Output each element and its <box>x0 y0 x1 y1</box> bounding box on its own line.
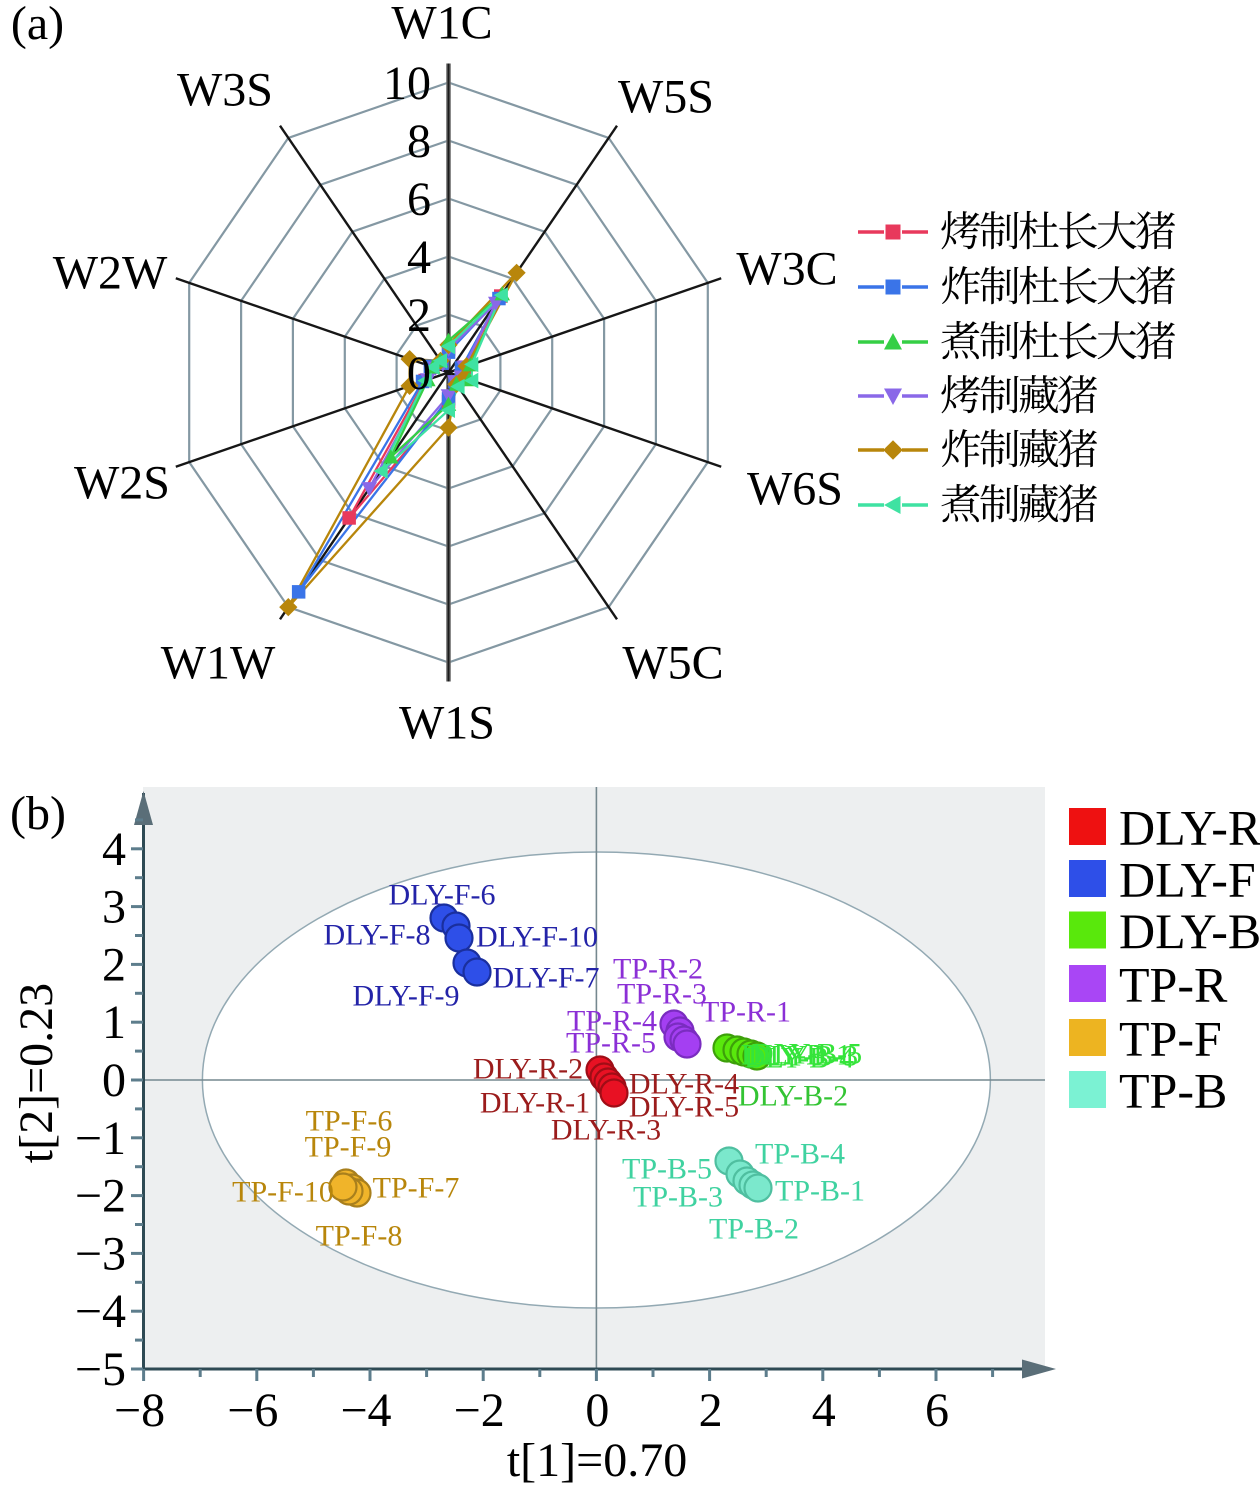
svg-text:DLY-B: DLY-B <box>1119 903 1260 959</box>
svg-text:−8: −8 <box>114 1384 165 1437</box>
svg-text:DLY-B-5: DLY-B-5 <box>752 1038 862 1071</box>
svg-text:−5: −5 <box>75 1343 126 1396</box>
svg-text:TP-B-5: TP-B-5 <box>622 1153 712 1186</box>
svg-text:DLY-R: DLY-R <box>1119 800 1260 856</box>
svg-text:DLY-F: DLY-F <box>1119 852 1256 908</box>
svg-text:6: 6 <box>407 173 431 226</box>
svg-text:−6: −6 <box>227 1384 278 1437</box>
svg-text:TP-F-7: TP-F-7 <box>373 1172 460 1205</box>
svg-text:2: 2 <box>699 1384 723 1437</box>
svg-text:W1W: W1W <box>161 637 276 690</box>
svg-text:−2: −2 <box>75 1170 126 1223</box>
svg-text:8: 8 <box>407 115 431 168</box>
svg-text:−3: −3 <box>75 1227 126 1280</box>
svg-text:DLY-R-1: DLY-R-1 <box>480 1087 590 1120</box>
svg-text:4: 4 <box>407 231 431 284</box>
svg-text:t[1]=0.70: t[1]=0.70 <box>507 1434 687 1487</box>
svg-text:W2S: W2S <box>74 457 170 510</box>
svg-text:−2: −2 <box>454 1384 505 1437</box>
svg-text:0: 0 <box>585 1384 609 1437</box>
svg-text:DLY-R-5: DLY-R-5 <box>629 1091 739 1124</box>
svg-text:TP-B-4: TP-B-4 <box>755 1138 845 1171</box>
svg-text:W3C: W3C <box>736 243 837 296</box>
svg-text:TP-R: TP-R <box>1119 957 1228 1013</box>
svg-text:TP-R-5: TP-R-5 <box>566 1027 656 1060</box>
svg-text:W1S: W1S <box>399 697 495 750</box>
svg-text:TP-B: TP-B <box>1119 1063 1227 1119</box>
svg-text:10: 10 <box>383 57 431 110</box>
svg-text:W1C: W1C <box>391 0 492 50</box>
svg-text:DLY-R-3: DLY-R-3 <box>551 1114 661 1147</box>
svg-text:DLY-B-1: DLY-B-1 <box>741 1039 851 1072</box>
svg-text:TP-B-1: TP-B-1 <box>775 1175 865 1208</box>
svg-text:TP-B-2: TP-B-2 <box>709 1213 799 1246</box>
svg-text:0: 0 <box>102 1054 126 1107</box>
svg-text:TP-R-1: TP-R-1 <box>701 996 791 1029</box>
svg-text:TP-R-4: TP-R-4 <box>567 1005 657 1038</box>
svg-text:TP-R-3: TP-R-3 <box>617 978 707 1011</box>
svg-text:W3S: W3S <box>177 64 273 117</box>
svg-text:−4: −4 <box>75 1285 126 1338</box>
svg-text:TP-F-8: TP-F-8 <box>316 1220 403 1253</box>
svg-text:(b): (b) <box>10 787 66 840</box>
svg-text:−1: −1 <box>75 1112 126 1165</box>
svg-text:2: 2 <box>102 938 126 991</box>
svg-text:DLY-F-9: DLY-F-9 <box>353 980 460 1013</box>
svg-text:4: 4 <box>102 823 126 876</box>
svg-text:DLY-B-3: DLY-B-3 <box>748 1040 858 1073</box>
svg-text:t[2]=0.23: t[2]=0.23 <box>10 983 63 1163</box>
svg-text:W5S: W5S <box>618 71 714 124</box>
svg-text:(a): (a) <box>11 0 64 50</box>
svg-text:DLY-F-10: DLY-F-10 <box>476 921 598 954</box>
svg-text:−4: −4 <box>340 1384 391 1437</box>
svg-text:W2W: W2W <box>53 247 168 300</box>
svg-text:DLY-B-4: DLY-B-4 <box>744 1042 854 1075</box>
svg-text:3: 3 <box>102 881 126 934</box>
svg-text:1: 1 <box>102 996 126 1049</box>
svg-text:DLY-B-2: DLY-B-2 <box>738 1080 848 1113</box>
svg-text:DLY-F-7: DLY-F-7 <box>493 962 600 995</box>
svg-text:W5C: W5C <box>622 637 723 690</box>
svg-text:W6S: W6S <box>747 463 843 516</box>
svg-text:TP-B-3: TP-B-3 <box>633 1181 723 1214</box>
svg-text:TP-F-9: TP-F-9 <box>305 1131 392 1164</box>
svg-text:DLY-R-2: DLY-R-2 <box>473 1053 583 1086</box>
svg-text:4: 4 <box>812 1384 836 1437</box>
svg-text:DLY-F-8: DLY-F-8 <box>324 919 431 952</box>
svg-text:TP-R-2: TP-R-2 <box>613 953 703 986</box>
svg-text:0: 0 <box>407 347 431 400</box>
svg-text:DLY-F-6: DLY-F-6 <box>389 879 496 912</box>
svg-text:2: 2 <box>407 289 431 342</box>
svg-text:TP-F-6: TP-F-6 <box>306 1105 393 1138</box>
svg-text:6: 6 <box>925 1384 949 1437</box>
svg-text:TP-F-10: TP-F-10 <box>232 1176 334 1209</box>
svg-text:DLY-R-4: DLY-R-4 <box>629 1068 739 1101</box>
svg-text:TP-F: TP-F <box>1119 1011 1222 1067</box>
